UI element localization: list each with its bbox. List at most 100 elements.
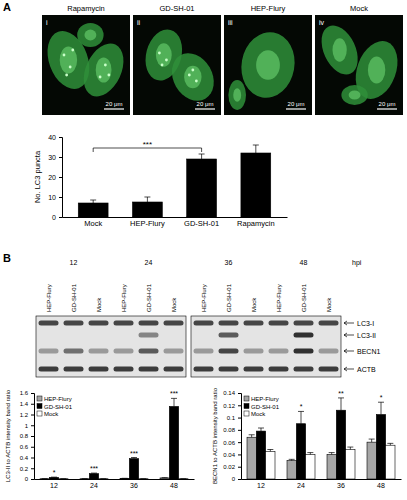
legend-swatch [37,396,42,401]
y-axis-title: BECN1 to ACTB intensity band ratio [212,387,218,484]
y-tick: 0 [25,476,34,482]
scale-bar [377,108,397,109]
blot-band [114,321,134,326]
blot-band [294,321,314,326]
y-tick: 0.6 [20,444,34,450]
blot-band [64,349,84,354]
lc3-punctum [107,74,110,77]
y-tick-label: 30 [48,154,56,161]
y-tick: 1.4 [20,401,34,407]
error-bar [329,453,335,455]
bar [367,442,376,479]
blot-band [39,367,59,372]
x-tick-label: HEP-Flury [130,219,165,228]
bar [99,478,108,479]
bar [241,153,271,217]
x-axis: 12243648 [242,479,402,489]
y-tick-label: 20 [48,174,56,181]
lc3-punctum [99,76,102,79]
y-tick: 1.2 [20,412,34,418]
bar [49,477,58,479]
y-tick-mark [31,468,34,469]
y-tick-mark [59,177,62,178]
y-tick-label: 0.14 [223,390,235,396]
bar [376,415,385,480]
significance-label: * [53,469,56,476]
lc3-punctum [65,74,68,77]
y-tick-mark [59,217,62,218]
image-label: i [46,19,48,26]
y-tick-mark [59,137,62,138]
y-tick-label: 0.1 [227,415,236,421]
x-axis-line [63,217,288,218]
y-tick-mark [31,425,34,426]
lc3-punctum [191,69,194,72]
bar [78,203,108,217]
blot-band [244,367,264,372]
x-tick: GD-SH-01 [184,217,219,228]
legend-swatch [244,411,249,416]
y-axis-line [238,394,242,480]
y-tick: 1.6 [20,390,34,396]
image-label: iii [228,19,233,26]
legend: HEP-FluryGD-SH-01Mock [37,396,73,417]
significance-label: ** [338,390,344,397]
error-bar [131,458,137,459]
band-label: ACTB [357,366,376,373]
blot-band [139,333,159,338]
error-bar [171,398,177,406]
x-tick-label: 12 [257,482,265,489]
y-tick-label: 40 [48,134,56,141]
blot-band [244,321,264,326]
scale-bar [104,108,124,109]
bar [327,454,336,479]
blot-band [139,367,159,372]
scale-bar-label: 20 μm [288,101,305,107]
y-tick-mark [31,393,34,394]
lane-label: HEP-Flury [201,284,207,312]
blot-band [244,349,264,354]
cell [341,85,367,105]
scale-bar [286,108,306,109]
image-label: iv [319,19,325,26]
blot-band [39,321,59,326]
lc3-punctum [188,74,191,77]
band-label: LC3-I [357,320,374,327]
y-tick-mark [238,393,241,394]
timepoint-label: 36 [225,259,233,266]
cell [228,80,246,110]
x-axis: 12243648 [35,479,195,489]
bar [179,478,188,479]
y-tick: 0.12 [223,403,241,409]
significance-label: *** [170,390,178,397]
y-tick-mark [59,197,62,198]
blot-band [139,321,159,326]
error-bar [298,411,304,423]
lc3-punctum [71,49,74,52]
y-tick-label: 0 [52,214,56,221]
y-axis-title: LC3-II to ACTB intensity band ratio [5,389,11,482]
bar [256,431,265,479]
blot-band [89,367,109,372]
band-label: BECN1 [357,348,380,355]
x-tick-label: 48 [377,482,385,489]
y-tick-mark [31,447,34,448]
blot-band [219,349,239,354]
y-axis-line [59,138,63,218]
x-tick-label: Rapamycin [237,219,275,228]
cell [76,37,132,103]
y-tick: 0 [52,214,62,221]
blot-band [114,349,134,354]
panel-label: A [3,1,11,13]
error-bar [258,428,264,431]
error-bar [267,450,273,452]
y-tick: 0.14 [223,390,241,396]
blot-axis-label: hpi [352,259,362,267]
cell-nucleus [256,50,280,80]
bar [132,202,162,217]
cell-nucleus [233,88,241,102]
y-tick-label: 1.6 [20,390,29,396]
y-tick-label: 0.12 [223,403,235,409]
blot-band [164,321,184,326]
cell [236,28,299,102]
